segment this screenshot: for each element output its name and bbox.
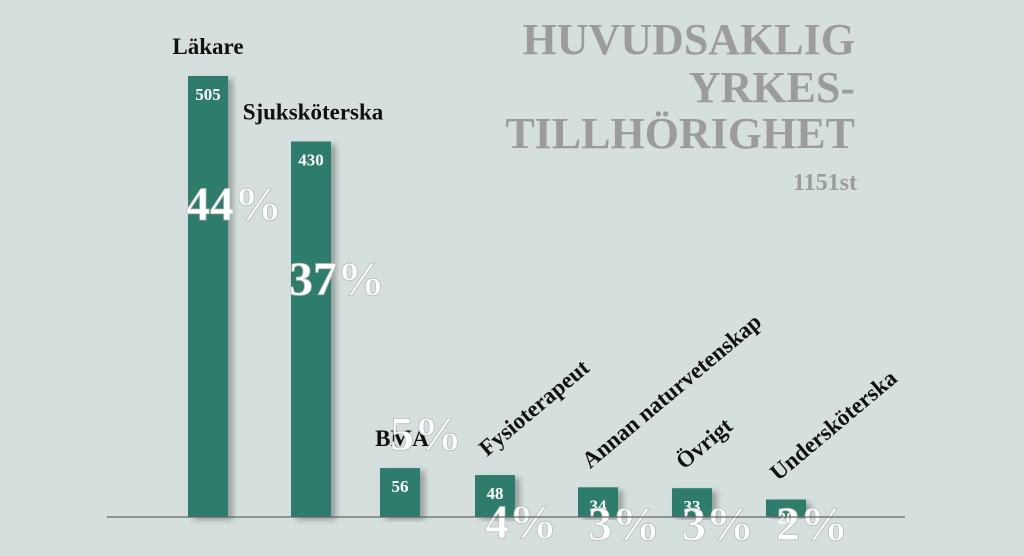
bar-2 <box>380 468 420 517</box>
percent-label-4: 3% <box>588 498 660 551</box>
bar-4 <box>578 487 618 517</box>
value-label-0: 505 <box>195 85 221 104</box>
percent-label-6: 2% <box>776 498 848 551</box>
category-label-2: BMA <box>375 426 429 451</box>
value-label-5: 33 <box>684 497 701 516</box>
percent-label-5: 3% <box>682 498 754 551</box>
category-label-3: Fysioterapeut <box>474 354 594 460</box>
total-count: 1151st <box>793 170 857 196</box>
percent-label-3: 4% <box>485 496 557 549</box>
percent-label-0: 44% <box>186 178 282 231</box>
bar-1 <box>291 141 331 517</box>
chart-title-line-1: HUVUDSAKLIG <box>523 15 856 64</box>
category-label-0: Läkare <box>172 34 243 59</box>
category-label-4: Annan naturvetenskap <box>577 309 766 473</box>
bar-0 <box>188 76 228 517</box>
chart-title-line-2: YRKES- <box>689 63 855 112</box>
value-label-2: 56 <box>392 477 409 496</box>
value-label-3: 48 <box>487 484 504 503</box>
value-label-1: 430 <box>298 150 324 169</box>
percent-labels-group: 44%37% 5% 4% 3% 3% 2% <box>186 178 849 552</box>
percent-label-2: 5% <box>390 408 462 461</box>
category-label-6: Undersköterska <box>765 365 902 485</box>
category-label-1: Sjuksköterska <box>243 99 384 124</box>
bar-3 <box>475 475 515 517</box>
bar-5 <box>672 488 712 517</box>
bar-6 <box>766 499 806 517</box>
chart-title-line-3: TILLHÖRIGHET <box>505 109 855 158</box>
value-label-4: 34 <box>590 496 608 515</box>
category-label-5: Övrigt <box>671 413 737 474</box>
percent-label-1: 37% <box>289 253 385 306</box>
value-label-6: 20 <box>778 509 795 528</box>
